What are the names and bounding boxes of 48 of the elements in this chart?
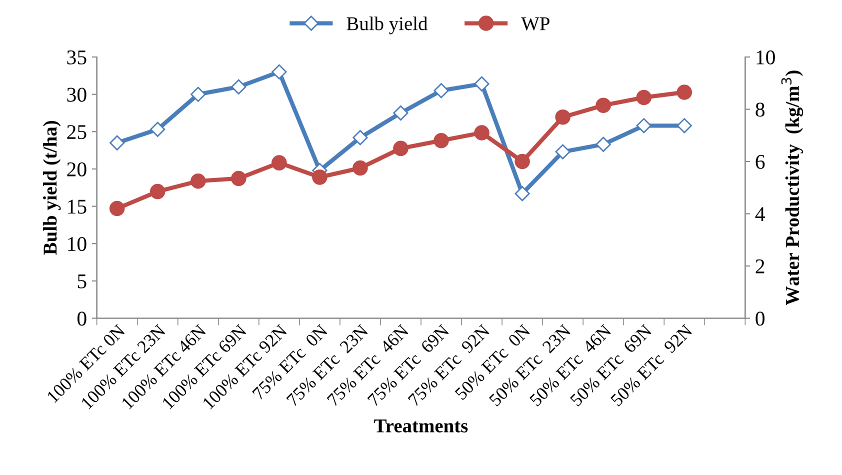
y2-tick-label: 6 bbox=[756, 154, 765, 169]
y-tick-label: 30 bbox=[67, 88, 86, 102]
legend-label: WP bbox=[521, 17, 550, 30]
y-axis-title: Bulb yield (t/ha) bbox=[43, 120, 61, 255]
point bbox=[434, 83, 449, 98]
y-tick-label: 5 bbox=[78, 274, 86, 288]
y2-tick-label: 4 bbox=[755, 207, 765, 221]
point bbox=[676, 84, 692, 100]
point bbox=[676, 118, 692, 134]
y-tick-label: 0 bbox=[77, 312, 86, 326]
point bbox=[555, 144, 570, 160]
y2-tick-label: 0 bbox=[756, 312, 765, 326]
point bbox=[150, 122, 166, 137]
y-tick-label: 25 bbox=[67, 125, 86, 140]
point bbox=[272, 155, 287, 170]
point bbox=[312, 170, 328, 185]
point bbox=[596, 136, 611, 152]
point bbox=[474, 125, 490, 140]
point bbox=[514, 186, 530, 202]
y-tick-label: 10 bbox=[68, 236, 86, 252]
x-axis-title: Treatments bbox=[374, 420, 468, 432]
point bbox=[190, 173, 206, 189]
point bbox=[110, 135, 125, 150]
point bbox=[231, 170, 246, 186]
point bbox=[636, 118, 652, 134]
point bbox=[272, 64, 287, 80]
point bbox=[636, 90, 652, 106]
y-tick-label: 20 bbox=[67, 162, 86, 176]
y2-tick-label: 8 bbox=[756, 102, 765, 117]
point bbox=[109, 200, 125, 216]
point bbox=[352, 130, 368, 146]
point bbox=[393, 140, 408, 156]
point bbox=[596, 98, 611, 113]
point bbox=[150, 184, 166, 200]
point bbox=[514, 154, 530, 170]
point bbox=[434, 132, 449, 148]
point bbox=[474, 76, 490, 92]
y-tick-label: 15 bbox=[68, 200, 86, 214]
legend-label: Bulb yield bbox=[346, 16, 428, 34]
point bbox=[555, 109, 570, 125]
y2-tick-label: 10 bbox=[756, 50, 775, 64]
point bbox=[393, 105, 408, 121]
point bbox=[231, 79, 246, 94]
y-tick-label: 35 bbox=[67, 50, 86, 64]
y2-axis-title: Water Productivity (kg/m$^{3}$) bbox=[781, 70, 804, 306]
point bbox=[352, 160, 368, 176]
y2-tick-label: 2 bbox=[756, 259, 764, 274]
point bbox=[190, 86, 206, 102]
